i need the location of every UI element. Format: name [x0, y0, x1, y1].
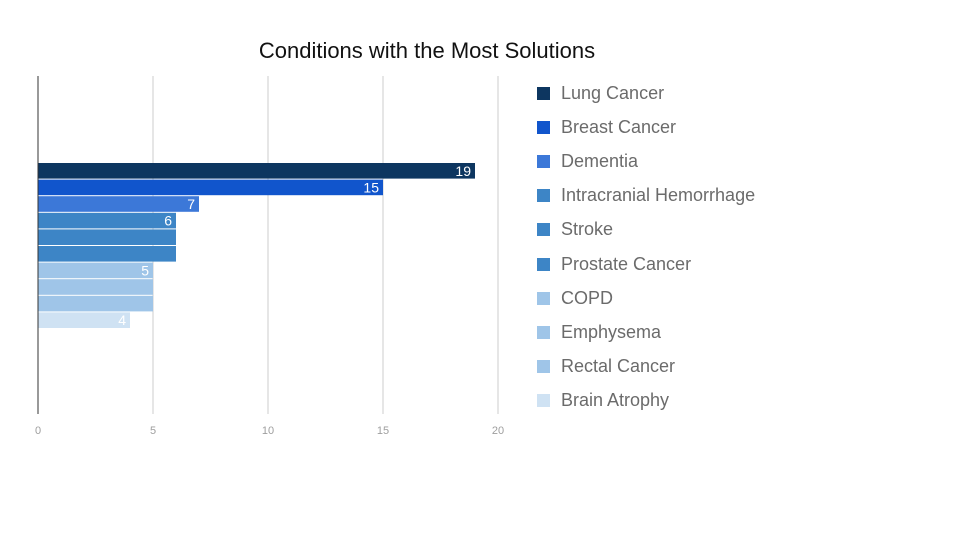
legend-item: Breast Cancer: [537, 110, 755, 144]
legend: Lung Cancer Breast Cancer Dementia Intracra…: [537, 76, 755, 418]
bar: [38, 295, 153, 312]
bar: [38, 196, 199, 212]
legend-label: Prostate Cancer: [561, 253, 692, 274]
legend-item: Lung Cancer: [537, 76, 755, 110]
bar: [38, 229, 176, 245]
legend-swatch: [537, 154, 550, 168]
legend-label: Emphysema: [561, 321, 662, 342]
legend-item: Intracranial Hemorrhage: [537, 179, 755, 213]
bars: [38, 163, 475, 328]
legend-swatch: [537, 189, 550, 203]
bar: [38, 262, 153, 279]
legend-item: Stroke: [537, 213, 755, 247]
chart-title: Conditions with the Most Solutions: [259, 38, 595, 63]
legend-label: Lung Cancer: [561, 82, 665, 103]
data-labels: 19 15 76 5 4: [118, 163, 471, 328]
bar: [38, 163, 475, 179]
legend-item: Rectal Cancer: [537, 350, 755, 384]
legend-swatch: [537, 120, 550, 134]
legend-label: Dementia: [561, 150, 639, 171]
legend-label: Intracranial Hemorrhage: [561, 185, 756, 206]
legend-label: COPD: [561, 287, 614, 308]
bar-value-label: 5: [141, 262, 149, 278]
bar: [38, 246, 176, 262]
legend-swatch: [537, 291, 550, 305]
x-tick-label: 0: [35, 425, 41, 437]
legend-item: Prostate Cancer: [537, 247, 755, 281]
x-tick-label: 10: [262, 425, 274, 437]
legend-item: Dementia: [537, 144, 755, 178]
gridlines: [152, 76, 499, 414]
legend-label: Brain Atrophy: [561, 390, 670, 411]
legend-item: Emphysema: [537, 315, 755, 349]
legend-label: Stroke: [561, 219, 614, 240]
legend-label: Breast Cancer: [561, 116, 677, 137]
legend-swatch: [537, 360, 550, 374]
legend-item: Brain Atrophy: [537, 384, 755, 418]
legend-swatch: [537, 394, 550, 408]
bar-value-label: 19: [455, 163, 471, 179]
x-tick-label: 20: [492, 425, 504, 437]
bar-value-label: 4: [118, 312, 126, 328]
x-tick-label: 15: [377, 425, 389, 437]
legend-swatch: [537, 223, 550, 237]
bar-value-label: 15: [363, 179, 379, 195]
legend-swatch: [537, 325, 550, 339]
bar: [38, 279, 153, 295]
legend-label: Rectal Cancer: [561, 356, 676, 377]
bar: [38, 179, 383, 196]
legend-swatch: [537, 86, 550, 100]
bar: [38, 312, 130, 328]
bar-value-label: 6: [164, 213, 172, 229]
x-axis-ticks: 0 5 10 15 20: [35, 425, 504, 437]
x-tick-label: 5: [150, 425, 156, 437]
bar: [38, 212, 176, 229]
legend-swatch: [537, 257, 550, 271]
legend-item: COPD: [537, 281, 755, 315]
bar-value-label: 7: [187, 196, 195, 212]
